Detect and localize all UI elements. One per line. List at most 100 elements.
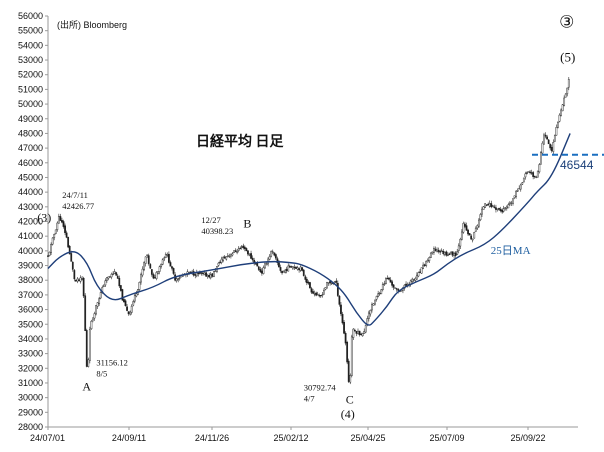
candle-body <box>340 304 342 315</box>
candle-body <box>261 270 263 274</box>
candle-body <box>202 272 204 274</box>
candle-body <box>397 289 400 291</box>
candle-body <box>470 235 473 240</box>
y-tick-label: 56000 <box>18 11 43 21</box>
candle-body <box>394 287 397 289</box>
candle-body <box>553 135 556 142</box>
candle-body <box>279 267 282 271</box>
candle-body <box>98 298 101 304</box>
ma25-line <box>47 133 571 326</box>
candle-body <box>467 229 469 235</box>
candle-body <box>485 204 488 206</box>
candle-body <box>130 305 133 313</box>
candle-body <box>434 248 437 251</box>
source-note: (出所) Bloomberg <box>57 19 127 30</box>
candle-body <box>95 305 97 315</box>
candle-body <box>203 272 206 275</box>
candle-body <box>454 252 457 256</box>
y-tick-label: 48000 <box>18 128 43 138</box>
y-tick-label: 34000 <box>18 334 43 344</box>
wave-3-label: (3) <box>37 211 51 225</box>
candle-body <box>112 273 114 275</box>
candle-body <box>540 152 542 165</box>
candle-body <box>429 252 432 258</box>
candle-body <box>374 299 376 305</box>
candle-body <box>262 267 265 274</box>
candle-body <box>557 122 559 128</box>
candle-body <box>75 279 77 282</box>
candle-body <box>566 87 569 95</box>
candle-body <box>487 203 490 206</box>
candle-body <box>115 272 118 276</box>
candle-body <box>259 269 262 272</box>
candle-body <box>532 172 535 177</box>
candle-body <box>92 317 94 321</box>
candle-body <box>436 249 438 252</box>
chart-axes: 28000 29000 30000 31000 32000 33000 34000 35000… <box>18 11 578 443</box>
wave-c-label: C <box>346 393 354 407</box>
candle-body <box>383 283 386 285</box>
y-tick-label: 29000 <box>18 407 43 417</box>
candle-body <box>349 375 352 383</box>
candle-body <box>273 252 276 256</box>
candle-body <box>405 283 407 286</box>
candle-body <box>479 214 482 221</box>
peak-info-text: 24/7/11 <box>62 190 88 200</box>
y-tick-label: 53000 <box>18 55 43 65</box>
candle-body <box>73 270 76 280</box>
candle-body <box>521 182 524 185</box>
candle-body <box>330 282 333 285</box>
candle-body <box>385 277 387 284</box>
candle-body <box>302 269 305 276</box>
candle-body <box>366 318 369 325</box>
candle-body <box>321 294 324 296</box>
candle-body <box>144 256 147 264</box>
candle-body <box>113 271 116 274</box>
candle-body <box>243 246 246 250</box>
candle-body <box>518 188 521 190</box>
candle-body <box>141 268 144 276</box>
candle-body <box>530 172 533 174</box>
candle-body <box>265 263 268 265</box>
candle-body <box>516 190 519 192</box>
candle-body <box>456 251 459 256</box>
candle-body <box>217 262 220 266</box>
candle-body <box>363 331 366 334</box>
candle-body <box>157 271 159 274</box>
candle-body <box>116 275 119 279</box>
candle-body <box>443 251 446 255</box>
candle-body <box>549 144 552 149</box>
candle-body <box>293 266 296 269</box>
candle-body <box>357 330 359 334</box>
candle-body <box>168 253 170 263</box>
candle-body <box>426 260 429 263</box>
candle-body <box>439 251 442 253</box>
candle-body <box>292 266 294 269</box>
candle-body <box>51 237 54 245</box>
candle-body <box>288 265 291 268</box>
candle-body <box>102 285 105 287</box>
candle-body <box>237 248 240 251</box>
candle-body <box>242 245 245 249</box>
x-tick-label: 25/07/09 <box>429 433 464 443</box>
peak-b-info-text: 12/27 <box>201 215 220 225</box>
candle-body <box>555 127 558 136</box>
candle-body <box>422 264 424 269</box>
candle-body <box>512 198 514 204</box>
candle-body <box>212 271 215 278</box>
candle-body <box>563 97 566 107</box>
candle-body <box>420 267 423 274</box>
candle-body <box>200 272 203 274</box>
candle-body <box>285 268 288 271</box>
candle-body <box>478 219 480 227</box>
candle-body <box>90 320 93 330</box>
candle-body <box>355 331 358 334</box>
candle-body <box>451 251 454 256</box>
candle-body <box>536 170 539 178</box>
candle-body <box>468 233 471 236</box>
candle-body <box>316 293 319 296</box>
candle-body <box>346 342 349 363</box>
candle-body <box>533 175 536 178</box>
wave-4-label: (4) <box>341 407 355 421</box>
